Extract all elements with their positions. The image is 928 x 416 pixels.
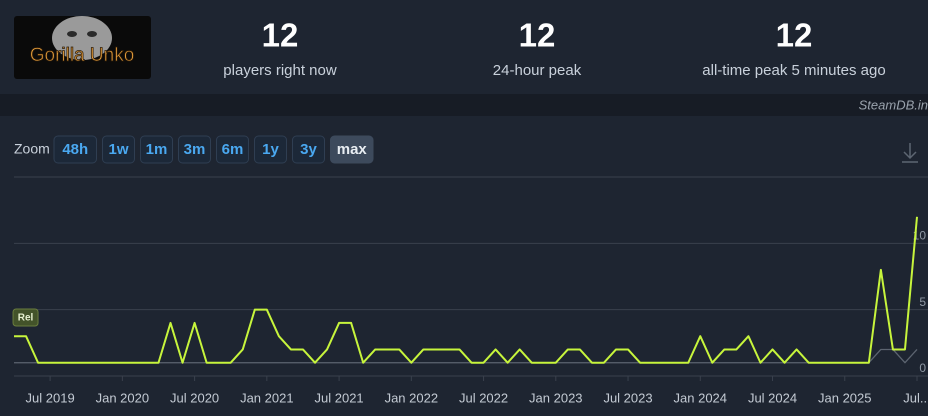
zoom-button-bg (140, 135, 173, 164)
zoom-button-label: 48h (62, 141, 88, 158)
header-panel (0, 0, 928, 94)
zoom-button-bg (178, 135, 211, 164)
stat-value: 12 (262, 17, 299, 54)
zoom-button-bg (330, 135, 374, 164)
logo-text: Gorilla Unko (30, 45, 135, 66)
zoom-button[interactable]: 1y (254, 135, 287, 164)
zoom-button-label: 3y (300, 141, 317, 158)
stat-value: 12 (519, 17, 556, 54)
x-tick-label: Jul 2023 (603, 390, 652, 405)
stat-label: 24-hour peak (493, 62, 582, 79)
zoom-button-bg (254, 135, 287, 164)
zoom-button[interactable]: 48h (53, 135, 97, 164)
zoom-button[interactable]: 1m (140, 135, 173, 164)
zoom-button-bg (292, 135, 325, 164)
stat-label: all-time peak 5 minutes ago (702, 62, 885, 79)
annotation: Rel (18, 313, 34, 324)
zoom-buttons: 48h 1w 1m 3m 6m 1y 3y max (53, 135, 374, 164)
x-tick-label: Jul 2024 (748, 390, 797, 405)
x-tick-label: Jul 2022 (459, 390, 508, 405)
zoom-button-label: 1y (262, 141, 279, 158)
series-line (14, 348, 918, 364)
zoom-button[interactable]: 3y (292, 135, 325, 164)
logo-eye (87, 31, 97, 37)
x-tick-label: Jul 2021 (315, 390, 364, 405)
x-tick-label: Jul 2019 (26, 390, 75, 405)
zoom-label: Zoom (14, 141, 50, 157)
x-tick-label: Jan 2024 (674, 390, 728, 405)
x-tick-label: Jul... (903, 390, 928, 405)
x-tick-label: Jan 2023 (529, 390, 583, 405)
chart-panel (0, 116, 928, 416)
zoom-button-bg (102, 135, 135, 164)
logo-eye (67, 31, 77, 37)
zoom-button[interactable]: 1w (102, 135, 135, 164)
stat-label: players right now (223, 62, 337, 79)
x-tick-label: Jan 2022 (385, 390, 439, 405)
zoom-button[interactable]: 3m (178, 135, 211, 164)
zoom-button-label: 3m (184, 141, 206, 158)
x-tick-label: Jan 2021 (240, 390, 294, 405)
x-tick-label: Jul 2020 (170, 390, 219, 405)
watermark: SteamDB.in (859, 97, 928, 112)
zoom-button-bg (216, 135, 249, 164)
zoom-button-bg (53, 135, 97, 164)
y-tick-label: 0 (919, 361, 926, 375)
x-tick-label: Jan 2025 (818, 390, 872, 405)
logo-face (52, 16, 112, 60)
zoom-button[interactable]: max (330, 135, 374, 164)
zoom-button-label: 6m (222, 141, 244, 158)
download-icon[interactable] (902, 143, 918, 163)
zoom-button-label: max (337, 141, 368, 158)
annotation-bg (12, 308, 39, 327)
stat-value: 12 (776, 17, 813, 54)
y-tick-label: 5 (919, 295, 926, 309)
x-tick-label: Jan 2020 (96, 390, 150, 405)
series-line (14, 216, 918, 364)
download-glyph (902, 143, 918, 163)
logo: Gorilla Unko (14, 16, 151, 79)
zoom-button-label: 1m (146, 141, 168, 158)
zoom-button-label: 1w (108, 141, 128, 158)
zoom-button[interactable]: 6m (216, 135, 249, 164)
